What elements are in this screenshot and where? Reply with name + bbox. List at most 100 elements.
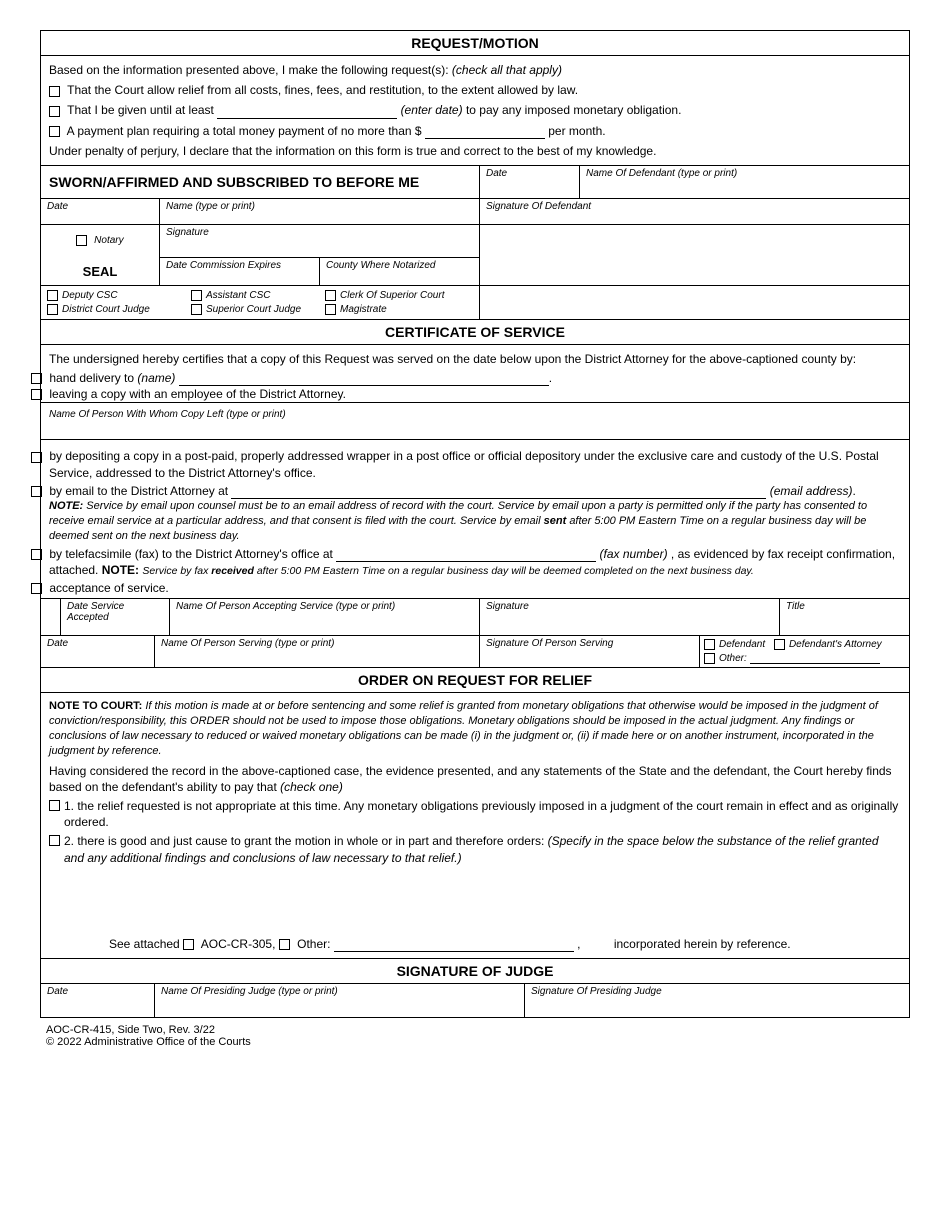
sig-defendant-cell[interactable]: Signature Of Defendant bbox=[480, 199, 910, 225]
footer: AOC-CR-415, Side Two, Rev. 3/22 © 2022 A… bbox=[40, 1024, 910, 1048]
fax-b: (fax number) bbox=[600, 547, 668, 561]
acceptance-text: acceptance of service. bbox=[49, 581, 168, 595]
sig-accepting-cell[interactable]: Signature bbox=[480, 599, 780, 636]
note-to-court-text: If this motion is made at or before sent… bbox=[49, 700, 878, 757]
name-serving-cell[interactable]: Name Of Person Serving (type or print) bbox=[155, 636, 480, 668]
order-opt2: 2. there is good and just cause to grant… bbox=[64, 834, 548, 848]
checkbox-other-server[interactable] bbox=[704, 653, 715, 664]
name-accepting-cell[interactable]: Name Of Person Accepting Service (type o… bbox=[170, 599, 480, 636]
date-blank[interactable] bbox=[217, 107, 397, 119]
order-space[interactable] bbox=[49, 866, 901, 936]
blank-right bbox=[480, 225, 910, 258]
sig-serving-cell[interactable]: Signature Of Person Serving bbox=[480, 636, 700, 668]
notary-seal-row: Notary Signature bbox=[40, 225, 910, 258]
district-label: District Court Judge bbox=[62, 304, 150, 315]
checkbox-notary[interactable] bbox=[76, 235, 87, 246]
hand-blank[interactable] bbox=[179, 374, 549, 386]
other-server-label: Other: bbox=[719, 653, 747, 664]
amount-blank[interactable] bbox=[425, 127, 545, 139]
other-server-blank[interactable] bbox=[750, 652, 880, 664]
fax-a: by telefacsimile (fax) to the District A… bbox=[49, 547, 336, 561]
date-accepted-cell[interactable]: Date Service Accepted bbox=[60, 599, 170, 636]
title-cell[interactable]: Title bbox=[780, 599, 910, 636]
name-defendant-cell[interactable]: Name Of Defendant (type or print) bbox=[580, 166, 910, 199]
defendant-label: Defendant bbox=[719, 639, 765, 650]
checkbox-fax[interactable] bbox=[31, 549, 42, 560]
other-attach-blank[interactable] bbox=[334, 940, 574, 952]
fax-note-label: NOTE: bbox=[102, 563, 139, 577]
opt3b: per month. bbox=[548, 124, 605, 138]
hand-note: (name) bbox=[137, 371, 175, 385]
checkbox-assistant[interactable] bbox=[191, 290, 202, 301]
checkbox-leaving[interactable] bbox=[31, 389, 42, 400]
sworn-header-row: SWORN/AFFIRMED AND SUBSCRIBED TO BEFORE … bbox=[40, 166, 910, 199]
email-note-label: NOTE: bbox=[49, 500, 83, 512]
checkbox-clerk[interactable] bbox=[325, 290, 336, 301]
request-intro-note: (check all that apply) bbox=[452, 63, 562, 77]
sig-judge-row: Date Name Of Presiding Judge (type or pr… bbox=[40, 984, 910, 1018]
fax-blank[interactable] bbox=[336, 550, 596, 562]
checkbox-order-2[interactable] bbox=[49, 835, 60, 846]
judge-date-cell[interactable]: Date bbox=[40, 984, 155, 1018]
officials-row: Deputy CSC Assistant CSC Clerk Of Superi… bbox=[40, 286, 910, 320]
order-header: ORDER ON REQUEST FOR RELIEF bbox=[40, 668, 910, 693]
checkbox-defendant[interactable] bbox=[704, 639, 715, 650]
order-body: NOTE TO COURT: If this motion is made at… bbox=[40, 693, 910, 959]
sworn-header: SWORN/AFFIRMED AND SUBSCRIBED TO BEFORE … bbox=[40, 166, 480, 199]
opt3a: A payment plan requiring a total money p… bbox=[67, 124, 425, 138]
aoc-label: AOC-CR-305, bbox=[201, 937, 276, 951]
checkbox-email[interactable] bbox=[31, 486, 42, 497]
commission-cell[interactable]: Date Commission Expires bbox=[160, 258, 320, 286]
checkbox-acceptance[interactable] bbox=[31, 583, 42, 594]
opt2c: to pay any imposed monetary obligation. bbox=[466, 103, 681, 117]
opt1-text: That the Court allow relief from all cos… bbox=[67, 83, 578, 97]
name-type-cell[interactable]: Name (type or print) bbox=[160, 199, 480, 225]
name-person-label: Name Of Person With Whom Copy Left (type… bbox=[49, 409, 286, 420]
def-attorney-label: Defendant's Attorney bbox=[789, 639, 882, 650]
assistant-label: Assistant CSC bbox=[206, 290, 270, 301]
checkbox-district[interactable] bbox=[47, 304, 58, 315]
judge-sig-cell[interactable]: Signature Of Presiding Judge bbox=[525, 984, 910, 1018]
checkbox-deputy[interactable] bbox=[47, 290, 58, 301]
checkbox-deposit[interactable] bbox=[31, 452, 42, 463]
checkbox-relief-all[interactable] bbox=[49, 86, 60, 97]
checkbox-aoc[interactable] bbox=[183, 939, 194, 950]
email-blank[interactable] bbox=[231, 487, 766, 499]
email-sent: sent bbox=[544, 515, 567, 527]
checkbox-superior[interactable] bbox=[191, 304, 202, 315]
hand-text: hand delivery to bbox=[49, 371, 137, 385]
date2-cell[interactable]: Date bbox=[40, 199, 160, 225]
county-cell[interactable]: County Where Notarized bbox=[320, 258, 480, 286]
deputy-label: Deputy CSC bbox=[62, 290, 118, 301]
date-cell[interactable]: Date bbox=[480, 166, 580, 199]
superior-label: Superior Court Judge bbox=[206, 304, 301, 315]
opt2b: (enter date) bbox=[401, 103, 463, 117]
judge-name-cell[interactable]: Name Of Presiding Judge (type or print) bbox=[155, 984, 525, 1018]
email-a: by email to the District Attorney at bbox=[49, 484, 231, 498]
notary-label: Notary bbox=[94, 235, 123, 246]
perjury-statement: Under penalty of perjury, I declare that… bbox=[49, 143, 901, 159]
incorp-text: incorporated herein by reference. bbox=[614, 937, 791, 951]
magistrate-label: Magistrate bbox=[340, 304, 387, 315]
checkbox-def-attorney[interactable] bbox=[774, 639, 785, 650]
sworn-row2: Date Name (type or print) Signature Of D… bbox=[40, 199, 910, 225]
footer-line1: AOC-CR-415, Side Two, Rev. 3/22 bbox=[46, 1024, 910, 1036]
request-header: REQUEST/MOTION bbox=[40, 30, 910, 56]
request-intro: Based on the information presented above… bbox=[49, 63, 452, 77]
signature-cell[interactable]: Signature bbox=[160, 225, 480, 258]
checkbox-order-1[interactable] bbox=[49, 800, 60, 811]
checkbox-payment-plan[interactable] bbox=[49, 126, 60, 137]
having-text: Having considered the record in the abov… bbox=[49, 764, 892, 794]
checkbox-magistrate[interactable] bbox=[325, 304, 336, 315]
email-b: (email address) bbox=[770, 484, 853, 498]
see-attached: See attached bbox=[109, 937, 180, 951]
deposit-text: by depositing a copy in a post-paid, pro… bbox=[49, 449, 879, 479]
seal-row: SEAL Date Commission Expires County Wher… bbox=[40, 258, 910, 286]
checkbox-other-attach[interactable] bbox=[279, 939, 290, 950]
cert-body: The undersigned hereby certifies that a … bbox=[40, 345, 910, 599]
checkbox-hand[interactable] bbox=[31, 373, 42, 384]
date-serving-cell[interactable]: Date bbox=[40, 636, 155, 668]
clerk-label: Clerk Of Superior Court bbox=[340, 290, 444, 301]
acceptance-row: Date Service Accepted Name Of Person Acc… bbox=[40, 599, 910, 636]
checkbox-given-until[interactable] bbox=[49, 106, 60, 117]
